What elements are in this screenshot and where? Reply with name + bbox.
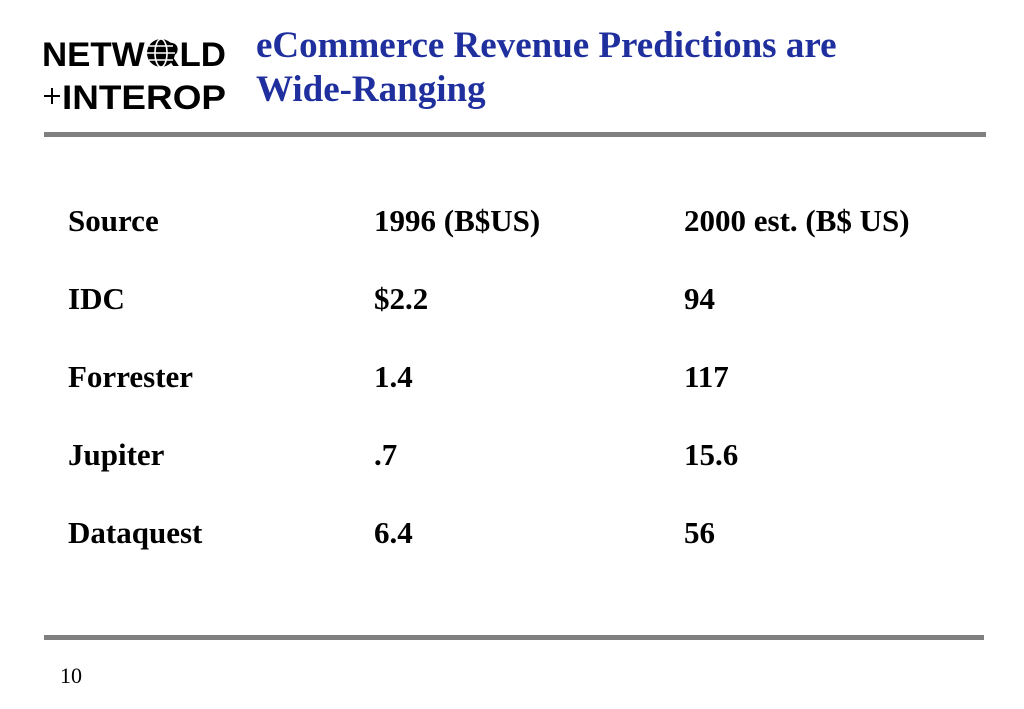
header-source: Source xyxy=(68,203,159,238)
svg-text:NETW RLD: NETW RLD xyxy=(42,36,226,74)
networld-interop-logo: NETW RLD INTEROP xyxy=(40,34,232,114)
table-header-row: Source 1996 (B$US) 2000 est. (B$ US) xyxy=(68,198,988,276)
cell-1996: .7 xyxy=(374,437,398,472)
slide-title-line-2: Wide-Ranging xyxy=(256,69,486,110)
cell-2000: 56 xyxy=(684,515,715,550)
table-row: Forrester 1.4 117 xyxy=(68,354,988,432)
table-row: Dataquest 6.4 56 xyxy=(68,510,988,588)
slide-title: eCommerce Revenue Predictions are Wide-R… xyxy=(256,24,996,112)
table-row: IDC $2.2 94 xyxy=(68,276,988,354)
cell-2000: 94 xyxy=(684,281,715,316)
cell-source: Jupiter xyxy=(68,437,165,472)
header-2000: 2000 est. (B$ US) xyxy=(684,203,910,238)
svg-text:INTEROP: INTEROP xyxy=(62,79,226,114)
table-row: Jupiter .7 15.6 xyxy=(68,432,988,510)
page-number: 10 xyxy=(60,663,82,688)
cell-source: Dataquest xyxy=(68,515,203,550)
slide-title-line-1: eCommerce Revenue Predictions are xyxy=(256,25,837,66)
cell-2000: 117 xyxy=(684,359,729,394)
cell-1996: 6.4 xyxy=(374,515,413,550)
cell-source: Forrester xyxy=(68,359,194,394)
cell-1996: $2.2 xyxy=(374,281,429,316)
revenue-table: Source 1996 (B$US) 2000 est. (B$ US) IDC… xyxy=(68,198,988,588)
top-divider xyxy=(44,132,986,137)
logo-graphic: NETW RLD INTEROP xyxy=(42,36,226,114)
bottom-divider xyxy=(44,635,984,640)
cell-1996: 1.4 xyxy=(374,359,413,394)
cell-2000: 15.6 xyxy=(684,437,739,472)
header-1996: 1996 (B$US) xyxy=(374,203,541,238)
cell-source: IDC xyxy=(68,281,125,316)
